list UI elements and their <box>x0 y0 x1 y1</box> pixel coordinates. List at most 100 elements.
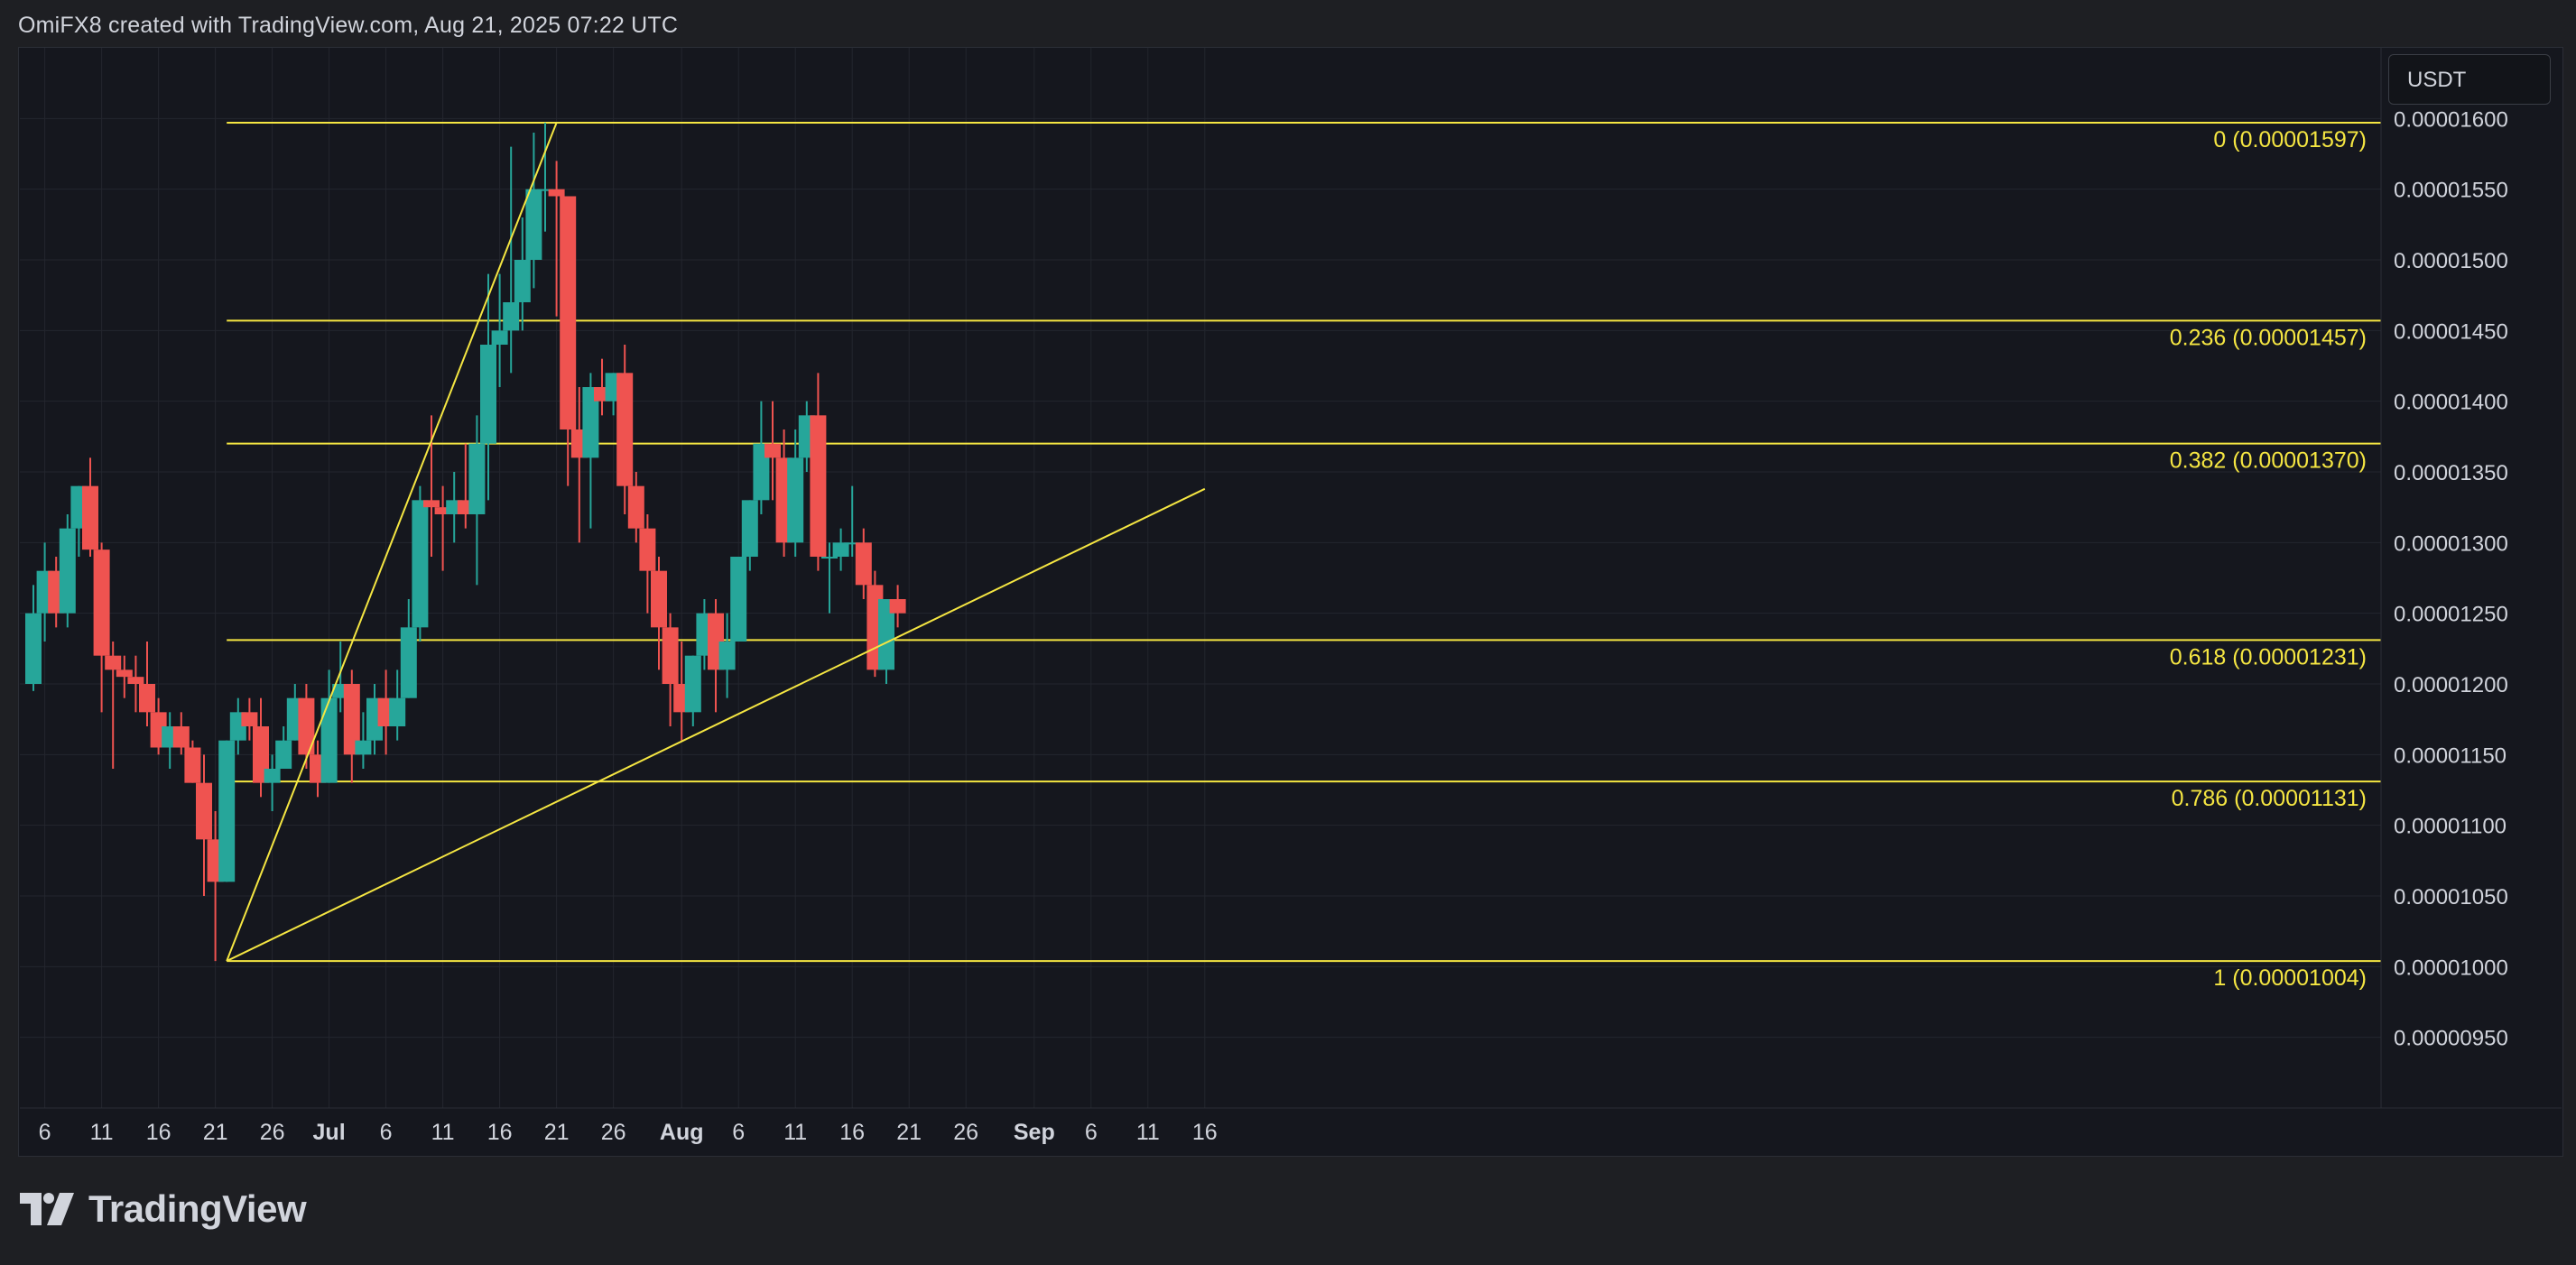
candle-body <box>627 485 644 529</box>
x-tick-label: 26 <box>601 1120 626 1145</box>
candle <box>627 472 644 543</box>
candle <box>82 457 98 557</box>
candle <box>127 655 144 713</box>
y-tick-label: 0.00001000 <box>2394 956 2508 980</box>
candle-body <box>434 507 451 514</box>
candle-body <box>878 599 894 670</box>
candle-body <box>503 302 520 331</box>
y-tick-label: 0.00000950 <box>2394 1027 2508 1051</box>
candle <box>651 557 667 670</box>
fib-level-label: 0.618 (0.00001231) <box>2170 644 2367 669</box>
candle-body <box>810 415 827 557</box>
candle-body <box>412 500 429 628</box>
chart-frame[interactable] <box>18 47 2563 1157</box>
candle <box>172 712 190 755</box>
candle-body <box>548 189 565 197</box>
tradingview-brand[interactable]: TradingView <box>20 1187 307 1231</box>
candle <box>560 196 577 486</box>
candle <box>480 273 496 501</box>
y-tick-label: 0.00001100 <box>2394 815 2507 839</box>
candle <box>616 345 634 514</box>
candle <box>218 740 236 882</box>
candle-body <box>105 655 122 670</box>
y-tick-label: 0.00001150 <box>2394 743 2507 768</box>
candle-body <box>537 189 553 191</box>
x-tick-label: 11 <box>1136 1120 1160 1145</box>
candle <box>548 161 565 317</box>
candle-body <box>616 373 634 486</box>
x-tick-label: 6 <box>39 1120 51 1145</box>
candle <box>639 514 656 614</box>
candle-body <box>298 697 315 755</box>
trendlines <box>226 122 1206 962</box>
candles <box>25 123 906 962</box>
price-axis[interactable]: 0.00001600 0.00001550 0.00001500 0.00001450… <box>2380 48 2562 1108</box>
candle-body <box>218 740 236 882</box>
y-tick-label: 0.00001050 <box>2394 885 2508 910</box>
y-tick-label: 0.00001250 <box>2394 603 2508 627</box>
candle <box>275 726 292 769</box>
candle-body <box>275 740 292 769</box>
candle-body <box>127 677 144 684</box>
candle <box>412 485 429 642</box>
candle-body <box>514 260 531 302</box>
candle <box>25 585 42 691</box>
candle-body <box>718 642 736 670</box>
y-tick-label: 0.00001400 <box>2394 391 2508 415</box>
candle <box>298 684 315 769</box>
y-tick-label: 0.00001550 <box>2394 179 2508 203</box>
candle-body <box>139 684 155 713</box>
candle-body <box>82 485 98 550</box>
candle-body <box>389 697 406 726</box>
candle <box>400 599 417 698</box>
x-tick-label: 26 <box>260 1120 285 1145</box>
candle-body <box>741 500 758 557</box>
candle-body <box>662 627 679 684</box>
currency-selector[interactable]: USDT <box>2388 54 2551 105</box>
candle <box>718 613 736 698</box>
x-tick-label: 6 <box>1085 1120 1098 1145</box>
x-tick-label: 21 <box>544 1120 570 1145</box>
candle-body <box>468 443 486 514</box>
candle-body <box>172 726 190 748</box>
candle <box>503 146 520 374</box>
candle-body <box>560 196 577 429</box>
candle <box>821 542 838 614</box>
candle-body <box>730 557 747 642</box>
x-tick-label: 21 <box>203 1120 228 1145</box>
candle <box>889 585 906 628</box>
candle-body <box>116 669 133 678</box>
fib-level-label: 0.786 (0.00001131) <box>2172 786 2367 811</box>
fib-level-label: 0 (0.00001597) <box>2213 127 2367 152</box>
candle <box>105 642 122 769</box>
x-tick-label: 11 <box>90 1120 114 1145</box>
candle <box>514 217 531 331</box>
candle-body <box>582 387 599 458</box>
candle-body <box>343 684 360 755</box>
price-axis-panel <box>2381 48 2562 1108</box>
fib-level-label: 0.382 (0.00001370) <box>2170 448 2367 474</box>
tradingview-logo-icon <box>20 1193 74 1225</box>
candle <box>139 642 155 726</box>
x-tick-label: 16 <box>487 1120 513 1145</box>
candle <box>491 273 508 387</box>
candle <box>264 754 281 811</box>
candle-body <box>639 528 656 571</box>
candle <box>320 669 338 783</box>
time-axis[interactable]: 6 11 16 21 26 Jul 6 11 16 21 26 Aug 6 11 16 21 26 Sep 6 11 1… <box>20 1107 2562 1145</box>
x-tick-label: 16 <box>839 1120 865 1145</box>
candle <box>343 669 360 783</box>
candle-body <box>59 528 76 614</box>
candle-body <box>320 697 338 783</box>
candle <box>184 740 201 783</box>
candle <box>684 655 701 726</box>
candle-body <box>25 613 42 684</box>
y-tick-label: 0.00001600 <box>2394 107 2508 132</box>
candle <box>434 485 451 571</box>
candle-body <box>855 542 872 586</box>
candle <box>525 133 542 289</box>
y-tick-label: 0.00001500 <box>2394 249 2508 273</box>
x-tick-label: 11 <box>431 1120 455 1145</box>
fib-level-label: 0.236 (0.00001457) <box>2170 325 2367 350</box>
